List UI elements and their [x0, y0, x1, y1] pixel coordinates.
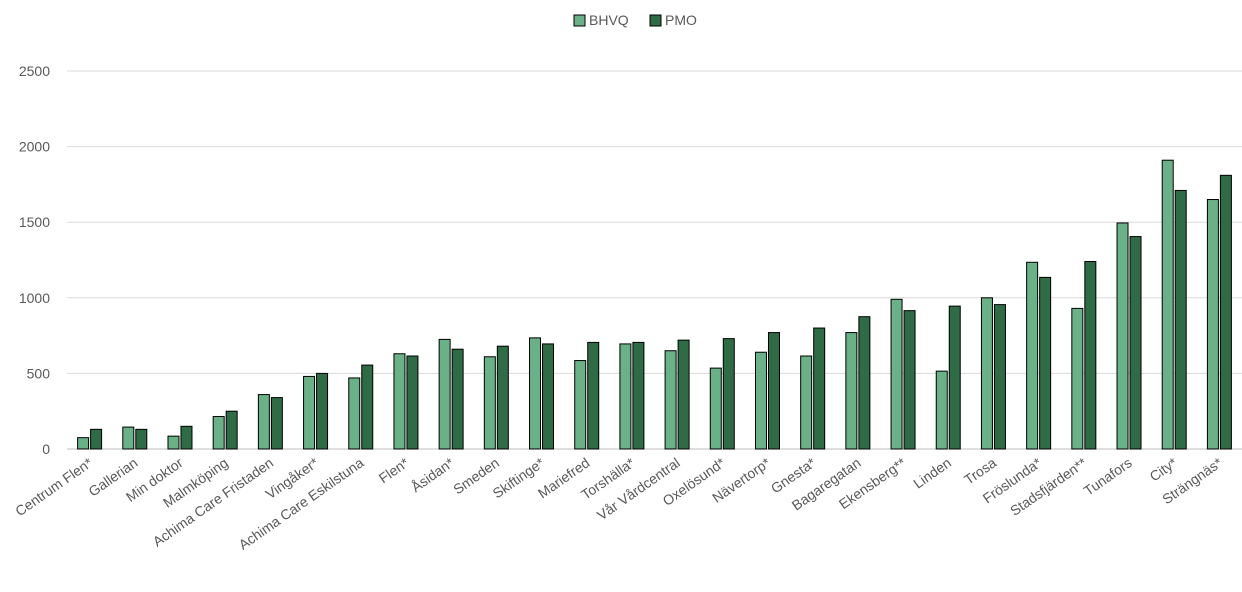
bar-pmo	[993, 304, 1006, 450]
bar-pmo	[813, 327, 826, 450]
x-category-label: Centrum Flen*	[12, 454, 96, 519]
bar-pmo	[1039, 276, 1052, 450]
y-tick-label: 2000	[19, 139, 50, 155]
legend-label-bhvq: BHVQ	[589, 12, 629, 28]
bar-bhvq	[1026, 261, 1039, 450]
y-tick-label: 0	[42, 441, 50, 457]
bar-bhvq	[348, 377, 361, 450]
bars	[77, 159, 1232, 450]
bar-pmo	[948, 305, 961, 450]
bar-bhvq	[980, 297, 993, 450]
x-category-label: City*	[1147, 454, 1181, 484]
bar-pmo	[903, 310, 916, 450]
bar-pmo	[451, 348, 464, 450]
bar-pmo	[90, 428, 103, 450]
bar-bhvq	[935, 370, 948, 450]
bar-bhvq	[77, 437, 90, 450]
bar-bhvq	[438, 338, 451, 450]
bar-pmo	[496, 345, 509, 450]
bar-bhvq	[754, 351, 767, 450]
bar-bhvq	[574, 360, 587, 450]
gridlines	[67, 70, 1242, 450]
x-category-label: Tunafors	[1081, 454, 1135, 499]
bar-pmo	[1129, 236, 1142, 450]
bar-pmo	[316, 372, 329, 450]
bar-bhvq	[303, 375, 316, 450]
bar-pmo	[180, 425, 193, 450]
y-tick-label: 2500	[19, 63, 50, 79]
x-category-label: Flen*	[376, 454, 412, 486]
bar-pmo	[858, 316, 871, 450]
bar-bhvq	[257, 394, 270, 450]
bar-pmo	[587, 341, 600, 450]
bar-bhvq	[1071, 307, 1084, 450]
bar-bhvq	[483, 356, 496, 450]
legend-label-pmo: PMO	[665, 12, 697, 28]
y-axis-ticks: 0 500 1000 1500 2000 2500	[19, 63, 50, 457]
bar-pmo	[677, 339, 690, 450]
bar-bhvq	[845, 332, 858, 450]
bar-bhvq	[709, 367, 722, 450]
bar-bhvq	[1116, 222, 1129, 450]
y-tick-label: 1000	[19, 290, 50, 306]
bar-bhvq	[393, 353, 406, 450]
legend: BHVQ PMO	[573, 12, 697, 28]
bar-pmo	[767, 332, 780, 450]
bar-pmo	[270, 397, 283, 450]
bar-pmo	[542, 343, 555, 450]
bar-bhvq	[529, 337, 542, 450]
bar-pmo	[1174, 189, 1187, 450]
bar-bhvq	[890, 298, 903, 450]
bar-pmo	[406, 355, 419, 450]
bar-pmo	[225, 410, 238, 450]
legend-swatch-pmo	[649, 14, 662, 27]
bar-bhvq	[800, 355, 813, 450]
x-category-label: Linden	[910, 454, 954, 491]
bar-bhvq	[167, 435, 180, 450]
bar-pmo	[722, 338, 735, 450]
y-tick-label: 1500	[19, 214, 50, 230]
bar-pmo	[1219, 174, 1232, 450]
legend-swatch-bhvq	[573, 14, 586, 27]
bar-bhvq	[1206, 199, 1219, 450]
bar-bhvq	[619, 343, 632, 450]
bar-bhvq	[212, 415, 225, 450]
bar-bhvq	[122, 426, 135, 450]
bar-pmo	[632, 341, 645, 450]
bar-bhvq	[1161, 159, 1174, 450]
x-category-label: Stadsfjärden**	[1007, 454, 1090, 519]
bar-bhvq	[664, 350, 677, 450]
bar-pmo	[1084, 261, 1097, 450]
x-category-label: Åsidan*	[408, 454, 457, 495]
bar-pmo	[135, 428, 148, 450]
y-tick-label: 500	[27, 365, 51, 381]
bar-pmo	[361, 364, 374, 450]
